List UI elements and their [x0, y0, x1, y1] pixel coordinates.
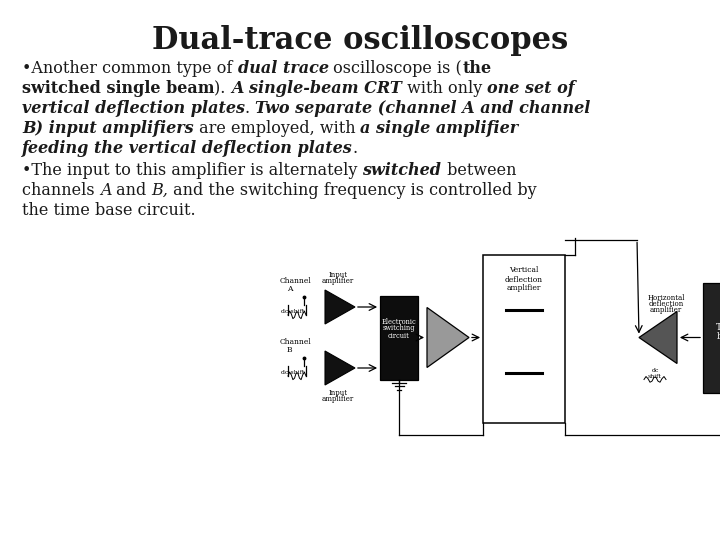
- Text: deflection: deflection: [649, 300, 683, 307]
- Text: •The input to this amplifier is alternately: •The input to this amplifier is alternat…: [22, 162, 362, 179]
- Text: .: .: [245, 100, 256, 117]
- Text: •Another common type of: •Another common type of: [22, 60, 238, 77]
- Text: Time: Time: [716, 323, 720, 332]
- Text: Input: Input: [328, 271, 348, 279]
- Text: Electronic: Electronic: [382, 318, 416, 326]
- Text: Channel: Channel: [280, 277, 312, 285]
- Text: A single-beam CRT: A single-beam CRT: [231, 80, 402, 97]
- Text: vertical deflection plates: vertical deflection plates: [22, 100, 245, 117]
- Polygon shape: [427, 307, 469, 368]
- Text: are employed, with: are employed, with: [194, 120, 361, 137]
- Text: one set of: one set of: [487, 80, 575, 97]
- Polygon shape: [325, 290, 355, 324]
- Bar: [703, 282, 720, 393]
- Text: Vertical: Vertical: [509, 267, 539, 274]
- Text: dc: dc: [652, 368, 659, 373]
- Text: amplifier: amplifier: [322, 277, 354, 285]
- Polygon shape: [639, 312, 677, 363]
- Bar: [380, 295, 418, 380]
- Text: switched: switched: [362, 162, 441, 179]
- Bar: [483, 254, 565, 422]
- Text: ).: ).: [215, 80, 231, 97]
- Text: base: base: [716, 332, 720, 341]
- Text: B,: B,: [152, 182, 168, 199]
- Text: B) input amplifiers: B) input amplifiers: [22, 120, 194, 137]
- Text: channels: channels: [22, 182, 100, 199]
- Text: B: B: [287, 346, 292, 354]
- Text: Horizontal: Horizontal: [647, 294, 685, 301]
- Text: Input: Input: [328, 389, 348, 397]
- Text: switching: switching: [383, 325, 415, 333]
- Text: Two separate (channel A and channel: Two separate (channel A and channel: [256, 100, 590, 117]
- Text: A: A: [100, 182, 112, 199]
- Text: feeding the vertical deflection plates: feeding the vertical deflection plates: [22, 140, 353, 157]
- Text: with only: with only: [402, 80, 487, 97]
- Text: oscilloscope is (: oscilloscope is (: [328, 60, 462, 77]
- Text: Dual-trace oscilloscopes: Dual-trace oscilloscopes: [152, 25, 568, 56]
- Polygon shape: [325, 351, 355, 385]
- Text: Channel: Channel: [280, 338, 312, 346]
- Text: amplifier: amplifier: [507, 285, 541, 293]
- Text: between: between: [441, 162, 516, 179]
- Text: dc shift: dc shift: [281, 309, 305, 314]
- Text: .: .: [353, 140, 358, 157]
- Text: A: A: [287, 285, 292, 293]
- Text: and: and: [112, 182, 152, 199]
- Text: the: the: [462, 60, 491, 77]
- Text: and the switching frequency is controlled by: and the switching frequency is controlle…: [168, 182, 537, 199]
- Text: deflection: deflection: [505, 275, 543, 284]
- Text: switched single beam: switched single beam: [22, 80, 215, 97]
- Text: dual trace: dual trace: [238, 60, 328, 77]
- Text: a single amplifier: a single amplifier: [361, 120, 518, 137]
- Text: amplifier: amplifier: [650, 306, 682, 314]
- Text: the time base circuit.: the time base circuit.: [22, 202, 196, 219]
- Text: amplifier: amplifier: [322, 395, 354, 403]
- Text: circuit: circuit: [388, 332, 410, 340]
- Text: shift: shift: [648, 374, 662, 379]
- Text: dc shift: dc shift: [281, 370, 305, 375]
